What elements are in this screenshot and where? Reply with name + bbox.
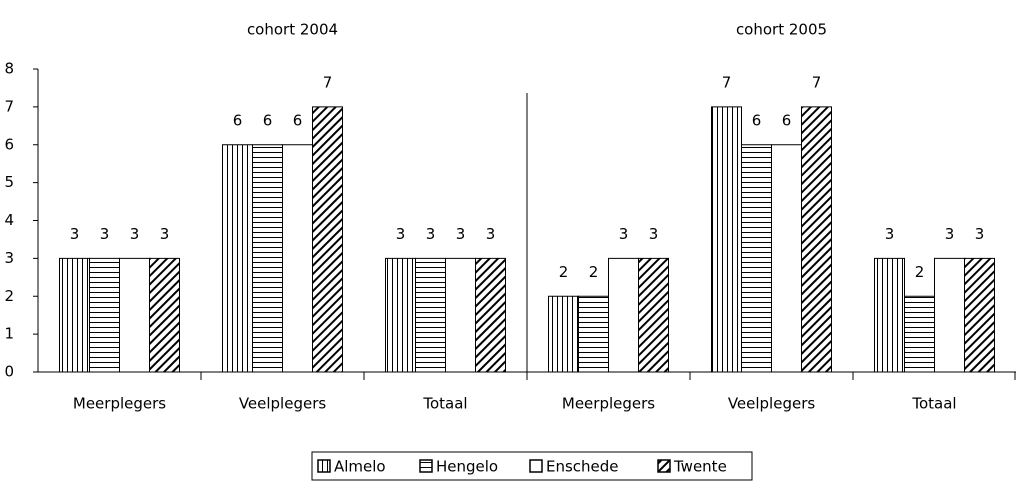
y-tick-label: 5 (4, 173, 14, 191)
data-label: 7 (812, 73, 822, 91)
bar (445, 257, 476, 373)
bar (222, 144, 253, 373)
panel-title: cohort 2005 (736, 21, 827, 39)
data-label: 7 (323, 73, 333, 91)
bar (711, 106, 742, 373)
data-label: 3 (100, 225, 110, 243)
bar (608, 257, 639, 373)
data-label: 2 (559, 263, 569, 281)
bar (385, 257, 416, 373)
bar (59, 257, 90, 373)
data-label: 3 (426, 225, 436, 243)
data-label: 3 (396, 225, 406, 243)
data-label: 6 (293, 111, 303, 129)
data-label: 3 (70, 225, 80, 243)
data-label: 6 (782, 111, 792, 129)
y-tick-label: 7 (4, 97, 14, 115)
bar (578, 295, 609, 373)
x-tick-label: Meerplegers (73, 395, 166, 413)
y-tick-label: 1 (4, 325, 14, 343)
legend-swatch (529, 459, 543, 473)
bar (934, 257, 965, 373)
data-label: 6 (233, 111, 243, 129)
legend-swatch (419, 459, 433, 473)
y-tick-label: 3 (4, 249, 14, 267)
data-label: 3 (649, 225, 659, 243)
data-label: 3 (885, 225, 895, 243)
panel-title: cohort 2004 (247, 21, 338, 39)
y-tick-label: 4 (4, 211, 14, 229)
x-tick-label: Veelplegers (728, 395, 816, 413)
x-tick-label: Totaal (422, 395, 467, 413)
data-label: 3 (456, 225, 466, 243)
bar (475, 257, 506, 373)
legend-swatch (317, 459, 331, 473)
data-label: 6 (752, 111, 762, 129)
bar (548, 295, 579, 373)
legend-label: Almelo (334, 458, 386, 476)
bar (119, 257, 150, 373)
bar (282, 144, 313, 373)
data-label: 3 (130, 225, 140, 243)
legend-label: Enschede (546, 458, 619, 476)
bar (149, 257, 180, 373)
bar (771, 144, 802, 373)
x-tick-label: Meerplegers (562, 395, 655, 413)
legend-label: Hengelo (436, 458, 498, 476)
y-tick-label: 0 (4, 363, 14, 381)
bar (904, 295, 935, 373)
bar (874, 257, 905, 373)
bar (252, 144, 283, 373)
y-tick-label: 8 (4, 60, 14, 78)
y-tick-label: 6 (4, 135, 14, 153)
legend-label: Twente (673, 458, 727, 476)
bar (964, 257, 995, 373)
data-label: 3 (975, 225, 985, 243)
bar (638, 257, 669, 373)
bar (801, 106, 832, 373)
x-tick-label: Veelplegers (239, 395, 327, 413)
data-label: 7 (722, 73, 732, 91)
data-label: 2 (589, 263, 599, 281)
data-label: 6 (263, 111, 273, 129)
x-tick-label: Totaal (911, 395, 956, 413)
bar (415, 257, 446, 373)
bar (312, 106, 343, 373)
bar (741, 144, 772, 373)
data-label: 2 (915, 263, 925, 281)
data-label: 3 (486, 225, 496, 243)
data-label: 3 (160, 225, 170, 243)
data-label: 3 (619, 225, 629, 243)
legend-swatch (657, 459, 671, 473)
data-label: 3 (945, 225, 955, 243)
y-tick-label: 2 (4, 287, 14, 305)
bar (89, 257, 120, 373)
